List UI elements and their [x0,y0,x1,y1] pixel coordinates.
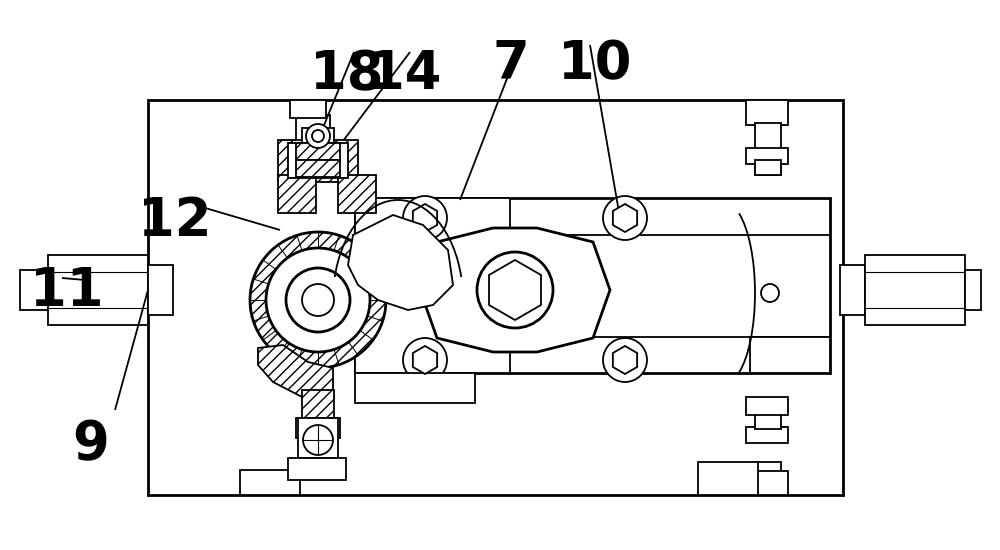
Bar [746,397,788,415]
Text: 11: 11 [30,265,104,317]
Bar [298,418,338,458]
Bar [296,160,340,177]
Polygon shape [413,204,437,232]
Bar [288,143,348,178]
Bar [755,462,781,495]
Text: 9: 9 [72,418,109,470]
Polygon shape [420,228,610,352]
Polygon shape [613,204,637,232]
Bar [746,471,788,495]
Bar [338,175,376,213]
Text: 7: 7 [492,38,529,90]
Bar [750,337,830,373]
Bar [355,198,510,373]
Circle shape [603,338,647,382]
Bar [296,115,330,143]
Circle shape [303,425,333,455]
Bar [355,198,830,373]
Polygon shape [258,345,333,400]
Circle shape [603,196,647,240]
Bar [278,140,358,182]
Bar [965,270,981,310]
Bar [240,470,300,495]
Circle shape [761,284,779,302]
Polygon shape [348,215,453,310]
Bar [746,427,788,443]
Bar [746,100,788,125]
Circle shape [250,232,386,368]
Bar [755,160,781,175]
Bar [148,100,843,495]
Bar [278,175,316,213]
Polygon shape [613,346,637,374]
Circle shape [306,124,330,148]
Bar [296,418,340,438]
Circle shape [403,338,447,382]
Bar [755,413,781,429]
Bar [865,255,965,325]
Bar [755,123,781,175]
Bar [698,462,758,495]
Bar [355,373,475,403]
Bar [302,128,334,144]
Circle shape [266,248,370,352]
Bar [20,270,48,310]
Bar [302,390,334,420]
Circle shape [302,284,334,316]
Circle shape [493,268,537,312]
Bar [48,255,148,325]
Bar [840,265,865,315]
Bar [296,143,340,160]
Text: 14: 14 [368,48,441,100]
Bar [746,148,788,164]
Circle shape [477,252,553,328]
Text: 12: 12 [138,195,212,247]
Polygon shape [413,346,437,374]
Circle shape [403,196,447,240]
Polygon shape [489,260,541,320]
Bar [288,458,346,480]
Bar [290,100,326,118]
Bar [148,265,173,315]
Text: 10: 10 [558,38,631,90]
Circle shape [286,268,350,332]
Text: 18: 18 [310,48,384,100]
Circle shape [312,130,324,142]
